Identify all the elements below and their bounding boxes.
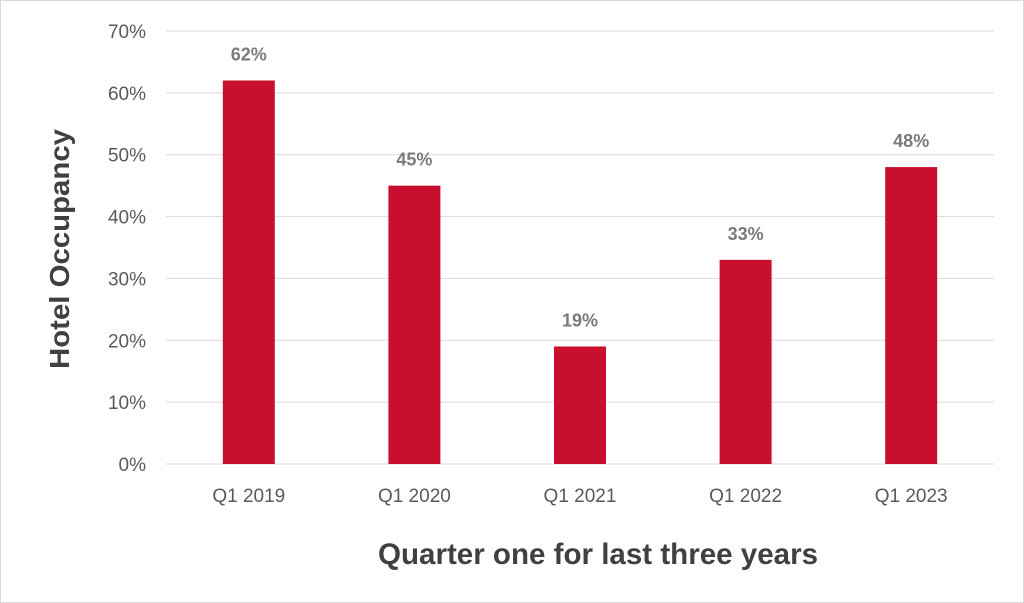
y-tick-label: 60% (108, 84, 146, 105)
x-tick-label: Q1 2020 (378, 486, 451, 507)
y-tick-label: 70% (108, 22, 146, 43)
data-label: 19% (562, 310, 598, 330)
y-tick-label: 20% (108, 331, 146, 352)
bars (222, 80, 938, 465)
data-label: 33% (728, 224, 764, 244)
bar (222, 80, 275, 464)
y-tick-label: 50% (108, 146, 146, 167)
y-axis-title: Hotel Occupancy (44, 129, 75, 369)
bar (554, 346, 606, 464)
bar (388, 185, 441, 464)
y-tick-label: 10% (108, 393, 146, 414)
y-tick-label: 40% (108, 208, 146, 229)
x-axis-title: Quarter one for last three years (378, 538, 818, 571)
gridlines (166, 30, 994, 465)
bar (885, 167, 938, 465)
x-tick-label: Q1 2019 (212, 486, 285, 507)
y-tick-label: 30% (108, 269, 146, 290)
y-tick-label: 0% (119, 455, 147, 476)
x-tick-labels: Q1 2019 Q1 2020 Q1 2021 Q1 2022 Q1 2023 (212, 486, 947, 507)
x-tick-label: Q1 2023 (875, 486, 948, 507)
data-labels: 62% 45% 19% 33% 48% (231, 44, 929, 330)
y-tick-labels: 0% 10% 20% 30% 40% 50% 60% 70% (108, 22, 146, 476)
x-tick-label: Q1 2022 (709, 486, 782, 507)
x-tick-label: Q1 2021 (544, 486, 617, 507)
data-label: 45% (396, 150, 432, 170)
data-label: 62% (231, 44, 267, 64)
bar (719, 259, 772, 464)
data-label: 48% (893, 131, 929, 151)
